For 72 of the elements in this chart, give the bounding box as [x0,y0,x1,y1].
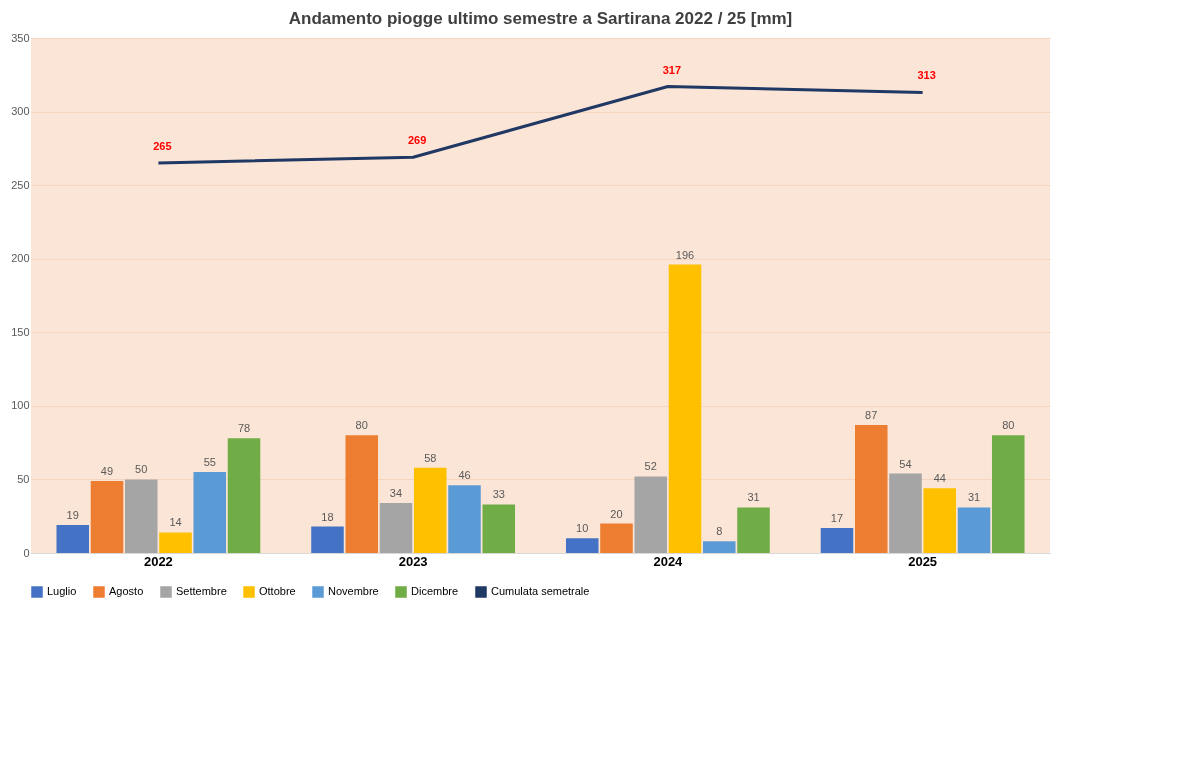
legend-label: Luglio [47,585,77,597]
bar [957,507,991,553]
data-label: 8 [716,525,723,538]
y-tick-label: 0 [23,546,30,559]
y-tick-label: 300 [11,105,30,118]
y-tick-label: 100 [11,399,30,412]
data-label: 269 [407,134,427,147]
data-label: 19 [66,509,79,522]
legend-label: Cumulata semetrale [491,585,590,597]
data-label: 31 [967,491,981,504]
y-tick-label: 250 [11,178,30,191]
data-label: 50 [135,463,148,476]
x-tick-label: 2022 [143,553,173,569]
bar [56,525,90,553]
x-tick-label: 2024 [653,553,684,569]
y-tick-label: 350 [11,31,30,44]
bar [379,502,413,553]
y-tick-label: 150 [11,325,30,338]
bar [668,264,702,553]
x-tick-label: 2025 [908,553,938,569]
legend-label: Ottobre [259,585,296,597]
data-label: 52 [644,460,657,473]
data-label: 10 [576,522,589,535]
legend-label: Dicembre [411,585,459,597]
data-label: 317 [662,63,682,76]
data-label: 44 [933,472,946,485]
bar [820,527,854,553]
bar [345,435,379,553]
data-label: 78 [237,422,251,435]
data-label: 20 [610,507,623,520]
legend-label: Novembre [328,585,379,597]
legend-label: Settembre [176,585,227,597]
data-label: 46 [458,469,471,482]
data-label: 265 [153,140,172,153]
bar [311,526,344,553]
data-label: 18 [321,510,334,523]
data-label: 49 [100,464,114,477]
data-label: 33 [492,488,505,501]
bar [889,473,922,553]
bar [227,438,261,553]
data-label: 80 [1002,419,1015,432]
bar [90,480,124,553]
bar [159,532,192,553]
bar [923,488,957,553]
x-tick-label: 2023 [398,553,428,569]
legend-label: Agosto [109,585,144,597]
data-label: 313 [917,69,936,82]
data-label: 196 [675,248,695,261]
data-label: 58 [424,451,437,464]
bar [124,479,158,553]
y-tick-label: 200 [11,252,30,265]
data-label: 55 [203,456,216,469]
data-label: 80 [355,419,368,432]
bar [482,504,516,553]
bar [991,435,1025,553]
bar [193,472,227,553]
data-label: 54 [899,457,912,470]
data-label: 34 [389,486,403,499]
chart-title: Andamento piogge ultimo semestre a Sartirana 2022 / 25 [mm] [288,9,793,28]
bar [702,541,736,553]
data-label: 31 [747,491,760,504]
bar [565,538,599,553]
bar [634,476,668,553]
data-label: 87 [865,408,878,421]
data-label: 14 [169,516,182,529]
bar [413,467,447,553]
bar [737,507,770,553]
bar [854,424,888,553]
data-label: 17 [830,511,844,524]
bar [600,523,633,553]
bar [448,485,481,553]
y-tick-label: 50 [17,472,30,485]
